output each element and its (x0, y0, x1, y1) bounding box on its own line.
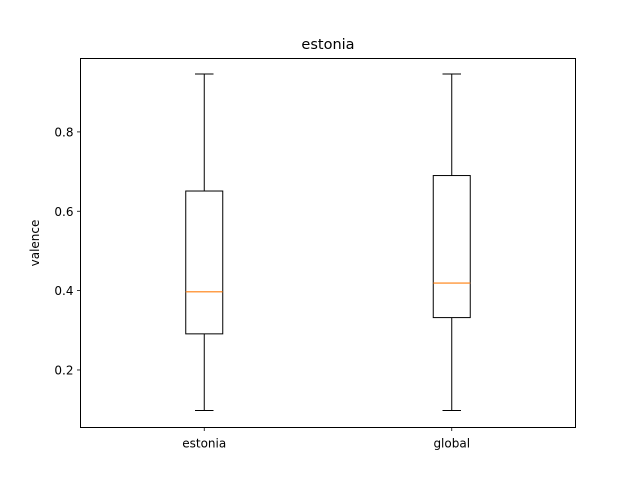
interquartile-box (185, 190, 224, 335)
y-tick-label: 0.2 (54, 363, 73, 377)
x-tick-label: global (433, 437, 470, 451)
y-axis-label: valence (28, 220, 42, 267)
chart-title: estonia (301, 37, 354, 53)
y-tick-label: 0.4 (54, 284, 73, 298)
plot-marks: 0.2 0.4 0.6 0.8 estonia global (54, 73, 471, 451)
plot-area-frame (80, 58, 576, 428)
x-tick-label: estonia (182, 437, 226, 451)
interquartile-box (432, 175, 471, 319)
y-tick-label: 0.8 (54, 125, 73, 139)
y-tick-label: 0.6 (54, 205, 73, 219)
